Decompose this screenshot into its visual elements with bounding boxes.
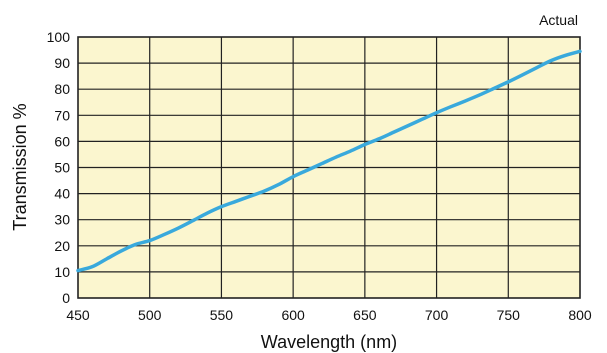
x-tick-labels: 450 500 550 600 650 700 750 800 xyxy=(66,307,592,323)
y-tick-label: 50 xyxy=(54,160,70,176)
y-tick-label: 60 xyxy=(54,133,70,149)
y-tick-label: 80 xyxy=(54,81,70,97)
series-line-actual xyxy=(76,49,582,273)
x-tick-label: 600 xyxy=(281,307,305,323)
x-tick-label: 450 xyxy=(66,307,90,323)
y-tick-label: 40 xyxy=(54,186,70,202)
x-tick-label: 550 xyxy=(210,307,234,323)
x-tick-label: 750 xyxy=(497,307,521,323)
y-tick-labels: 0 10 20 30 40 50 60 70 80 90 100 xyxy=(47,29,71,306)
gridlines xyxy=(78,37,580,298)
x-tick-label: 500 xyxy=(138,307,162,323)
y-tick-label: 10 xyxy=(54,264,70,280)
y-tick-label: 0 xyxy=(62,290,70,306)
series-label-actual: Actual xyxy=(539,12,578,28)
x-tick-label: 700 xyxy=(425,307,449,323)
x-axis-title: Wavelength (nm) xyxy=(261,332,397,352)
y-axis-title: Transmission % xyxy=(10,103,30,230)
y-tick-label: 70 xyxy=(54,107,70,123)
y-tick-label: 90 xyxy=(54,55,70,71)
y-tick-label: 30 xyxy=(54,212,70,228)
x-tick-label: 650 xyxy=(353,307,377,323)
y-tick-label: 100 xyxy=(47,29,71,45)
x-tick-label: 800 xyxy=(568,307,592,323)
y-tick-label: 20 xyxy=(54,238,70,254)
series-lines xyxy=(76,49,582,273)
